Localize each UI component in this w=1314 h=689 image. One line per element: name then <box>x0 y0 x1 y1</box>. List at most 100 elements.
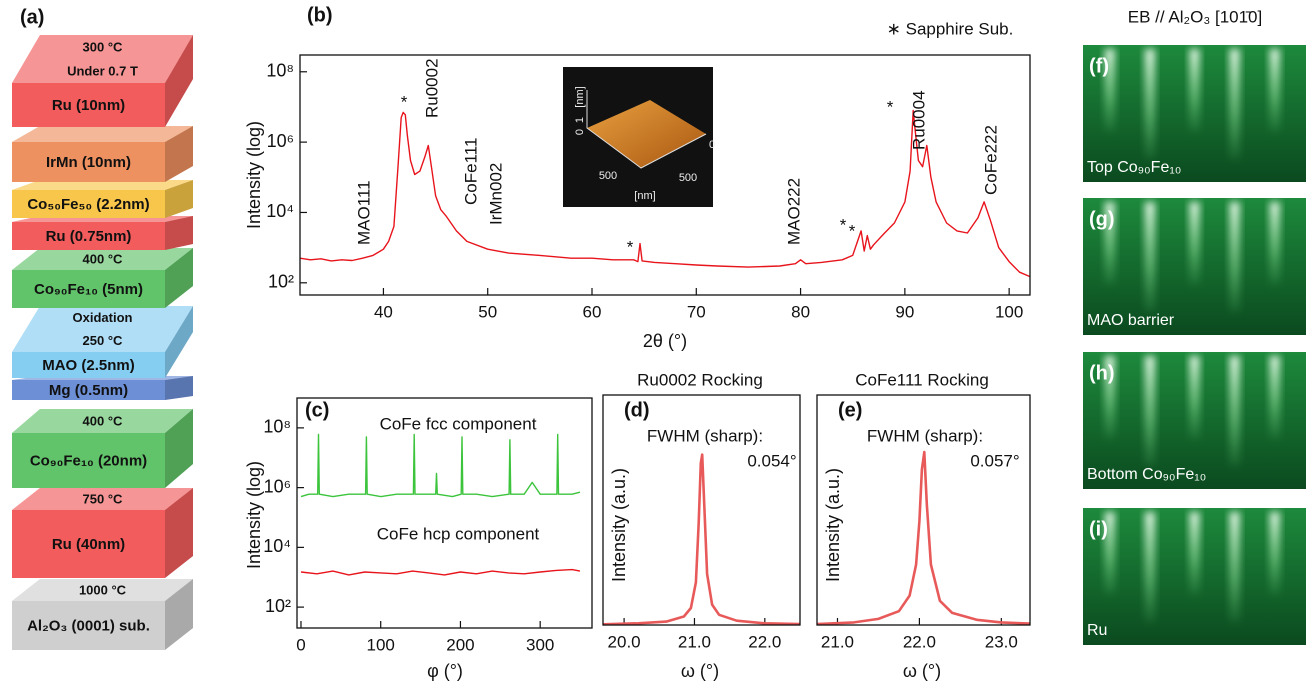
layer: MAO (2.5nm) Oxidation 250 °C <box>12 306 193 378</box>
data-line <box>300 568 581 576</box>
layer-front <box>12 510 165 578</box>
rheed-streak <box>1104 512 1115 595</box>
data-line <box>816 450 1031 626</box>
x-tick-label: 70 <box>687 302 706 321</box>
layer-top-shade <box>12 35 193 83</box>
x-tick-label: 22.0 <box>903 632 936 651</box>
x-axis-label: φ (°) <box>427 661 463 681</box>
annotation: FWHM (sharp): <box>867 426 983 445</box>
afm-surface <box>587 100 706 168</box>
layer-side-shade <box>165 248 193 308</box>
annotation: MAO111 <box>354 180 373 245</box>
layer-top-shade <box>12 180 193 190</box>
layer-side-shade <box>165 376 193 400</box>
y-tick-label: 10² <box>268 272 294 292</box>
x-tick-label: 80 <box>791 302 810 321</box>
layer-top-shade <box>12 409 193 433</box>
layer-top-shade <box>12 579 193 601</box>
chart-title: Ru0002 Rocking <box>637 370 763 389</box>
y-tick-label: 10⁴ <box>266 201 294 221</box>
layer-name: IrMn (10nm) <box>46 154 131 171</box>
x-tick-label: 100 <box>995 302 1023 321</box>
layer-name: Mg (0.5nm) <box>49 382 128 399</box>
rheed-streak <box>1144 202 1155 312</box>
layer-front <box>12 83 165 127</box>
rheed-caption: Bottom Co₉₀Fe₁₀ <box>1087 466 1206 483</box>
rheed-streak <box>1229 356 1240 466</box>
layer-name: MAO (2.5nm) <box>42 357 135 374</box>
annotation: * <box>401 92 408 111</box>
panel-label: (d) <box>624 399 650 421</box>
inset-label: [nm] <box>574 86 586 107</box>
data-line <box>602 453 801 626</box>
x-tick-label: 21.0 <box>678 632 711 651</box>
data-line <box>299 109 1031 278</box>
layer-side <box>165 180 193 218</box>
x-tick-label: 40 <box>374 302 393 321</box>
layer-side-shade <box>165 488 193 578</box>
afm-inset <box>563 67 713 207</box>
layer-side-shade <box>165 409 193 488</box>
layer-top <box>12 579 193 601</box>
x-tick-label: 20.0 <box>608 632 641 651</box>
annotation: * <box>627 237 634 256</box>
layer-note: 400 °C <box>83 251 124 266</box>
panel-label: (e) <box>838 399 862 421</box>
plot-frame <box>296 397 593 629</box>
inset-label: 500 <box>679 172 697 184</box>
layer-top-shade <box>12 306 193 352</box>
annotation: Ru0004 <box>909 90 928 150</box>
layer-name: Ru (0.75nm) <box>46 228 132 245</box>
rheed-label: (g) <box>1089 208 1115 230</box>
rheed-streak <box>1269 356 1280 439</box>
panel-label: (a) <box>20 6 44 28</box>
rheed-image: (g) MAO barrier <box>1083 198 1306 335</box>
layer-top <box>12 306 193 352</box>
layer-note: 300 °C <box>83 39 124 54</box>
y-tick-label: 10⁶ <box>267 131 294 151</box>
layer-side <box>165 216 193 250</box>
layer-side <box>165 488 193 578</box>
y-axis-label: Intensity (log) <box>244 461 264 569</box>
layer-side <box>165 409 193 488</box>
layer: Ru (10nm) 300 °C Under 0.7 T <box>12 35 193 127</box>
annotation: MAO222 <box>784 178 803 245</box>
layer-side-shade <box>165 35 193 127</box>
rheed-label: (f) <box>1089 55 1109 77</box>
layer-front <box>12 222 165 250</box>
layer-side <box>165 126 193 182</box>
layer-top-shade <box>12 488 193 510</box>
layer-side <box>165 248 193 308</box>
annotation: ∗ Sapphire Sub. <box>887 19 1014 38</box>
annotation: CoFe222 <box>981 125 1000 195</box>
series-label: CoFe hcp component <box>377 524 540 543</box>
y-tick-label: 10² <box>265 596 291 616</box>
annotation: * <box>849 221 856 240</box>
layer: Ru (0.75nm) <box>12 216 193 250</box>
chart-title: CoFe111 Rocking <box>855 370 989 389</box>
inset-label: 500 <box>599 170 617 182</box>
layer-side-shade <box>165 306 193 378</box>
layer-name: Al₂O₃ (0001) sub. <box>27 617 150 634</box>
rheed-streak <box>1269 512 1280 595</box>
x-tick-label: 0 <box>296 635 305 654</box>
rheed-image: (f) Top Co₉₀Fe₁₀ <box>1083 45 1306 182</box>
layer-front <box>12 270 165 308</box>
panel-label: (b) <box>307 4 333 26</box>
data-line <box>300 433 581 498</box>
annotation: 0.057° <box>970 451 1019 470</box>
annotation: * <box>840 215 847 234</box>
x-tick-label: 200 <box>446 635 474 654</box>
layer-top <box>12 180 193 190</box>
rheed-streak <box>1104 356 1115 439</box>
layer-front <box>12 142 165 182</box>
layer-side <box>165 376 193 400</box>
y-tick-label: 10⁴ <box>263 536 291 556</box>
rheed-streak <box>1229 202 1240 312</box>
annotation: 0.054° <box>747 451 796 470</box>
layer-top-shade <box>12 126 193 142</box>
y-axis-label: Intensity (log) <box>244 121 264 229</box>
inset-axes <box>586 90 707 169</box>
rheed-streak <box>1189 512 1200 595</box>
layer-side-shade <box>165 126 193 182</box>
